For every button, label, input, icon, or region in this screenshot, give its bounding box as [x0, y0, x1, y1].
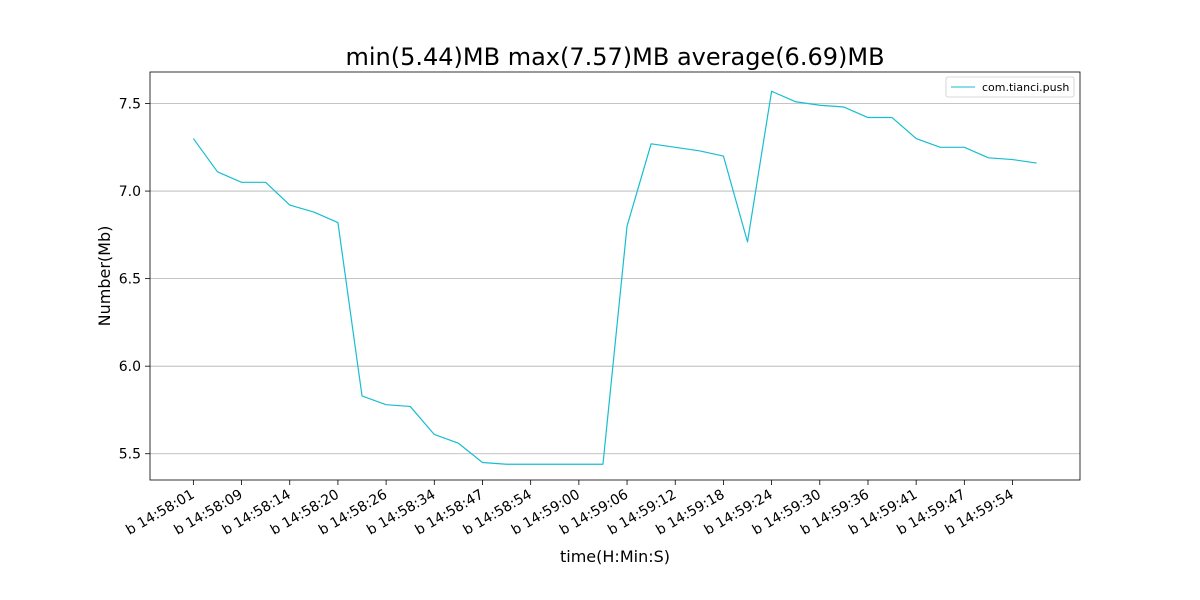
x-axis-label: time(H:Min:S): [560, 547, 670, 566]
x-axis-ticks: b 14:58:01b 14:58:09b 14:58:14b 14:58:20…: [123, 480, 1017, 539]
y-tick-label: 6.0: [119, 359, 141, 375]
y-tick-label: 7.5: [119, 97, 141, 113]
y-tick-label: 6.5: [119, 272, 141, 288]
chart-title: min(5.44)MB max(7.57)MB average(6.69)MB: [345, 43, 884, 71]
legend-label: com.tianci.push: [982, 81, 1069, 94]
series-line: [192, 90, 1037, 465]
y-axis-label: Number(Mb): [95, 226, 114, 327]
y-tick-label: 7.0: [119, 184, 141, 200]
y-tick-label: 5.5: [119, 447, 141, 463]
legend-box: [945, 76, 1075, 98]
y-axis-ticks: 5.5 6.0 6.5 7.0 7.5: [119, 97, 150, 463]
grid-lines: [150, 103, 1080, 455]
plot-area-frame: [149, 71, 1081, 481]
series-layer: [192, 90, 1037, 465]
legend: com.tianci.push: [945, 76, 1075, 98]
